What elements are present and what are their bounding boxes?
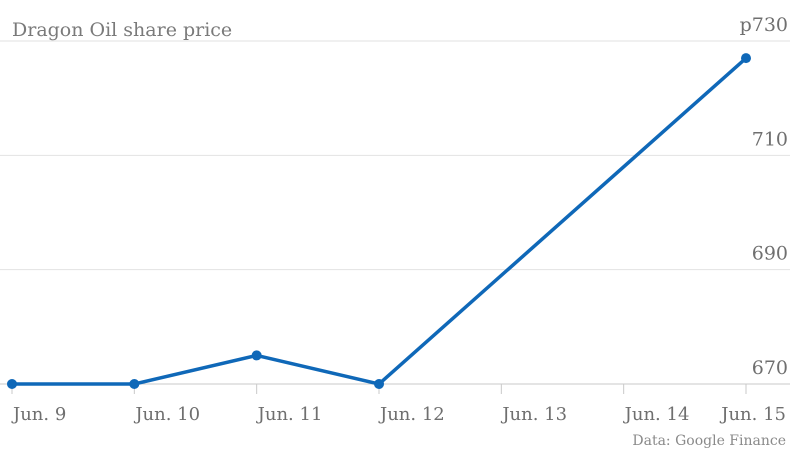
chart-title: Dragon Oil share price	[12, 19, 232, 41]
y-tick-label: p730	[740, 14, 788, 36]
series-line	[10, 56, 748, 386]
x-tick-label: Jun. 9	[11, 404, 66, 425]
x-axis-ticks: Jun. 9 Jun. 10 Jun. 11 Jun. 12 Jun. 13 Jun. 1…	[11, 384, 786, 425]
data-point	[129, 379, 140, 389]
gridlines	[0, 40, 790, 385]
x-tick-label: Jun. 13	[500, 404, 567, 425]
data-point	[741, 53, 751, 64]
x-tick-label: Jun. 11	[256, 404, 323, 425]
data-point	[374, 379, 384, 389]
data-point	[7, 379, 17, 389]
y-tick-label: 690	[752, 243, 788, 265]
source-note: Data: Google Finance	[632, 433, 786, 449]
y-axis-ticks: 670 690 710 p730	[740, 14, 788, 379]
series	[7, 53, 751, 389]
x-tick-label: Jun. 15	[719, 404, 786, 425]
y-tick-label: 670	[752, 357, 788, 379]
x-tick-label: Jun. 10	[133, 404, 200, 425]
data-point	[251, 350, 262, 361]
x-tick-label: Jun. 14	[623, 404, 690, 425]
y-tick-label: 710	[752, 128, 788, 150]
x-tick-label: Jun. 12	[378, 404, 445, 425]
